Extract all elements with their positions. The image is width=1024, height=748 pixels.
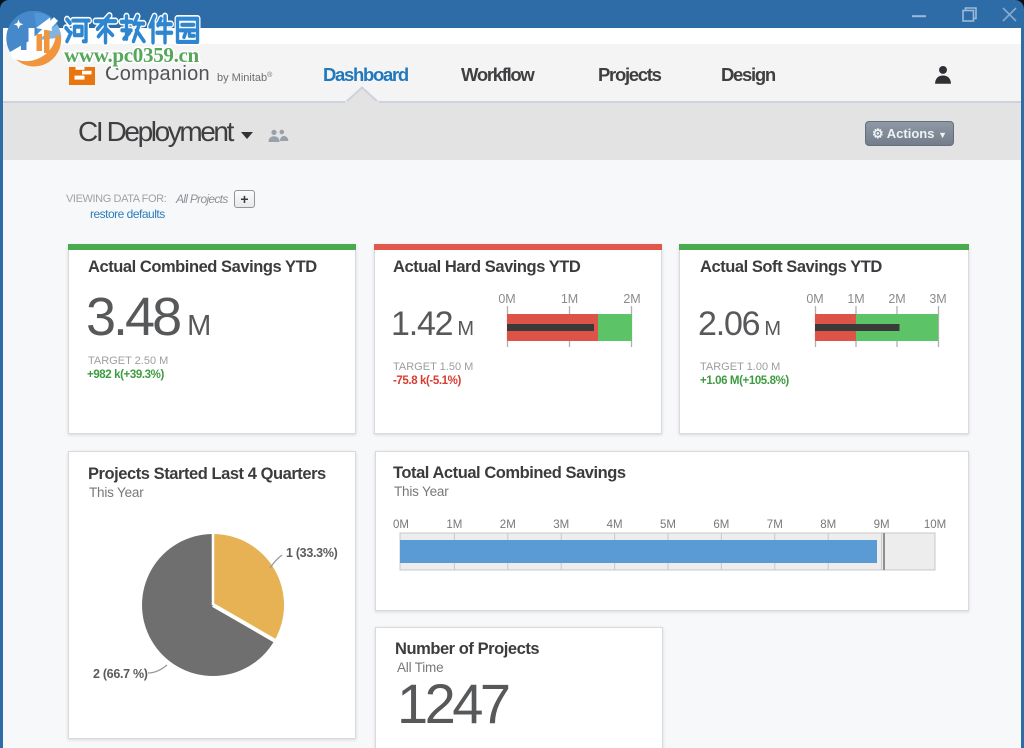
svg-text:3M: 3M bbox=[553, 519, 569, 531]
svg-text:0M: 0M bbox=[806, 292, 823, 306]
svg-text:8M: 8M bbox=[820, 519, 836, 531]
svg-text:6M: 6M bbox=[713, 519, 729, 531]
svg-text:2M: 2M bbox=[500, 519, 516, 531]
svg-text:www.pc0359.cn: www.pc0359.cn bbox=[64, 43, 200, 67]
svg-text:0M: 0M bbox=[498, 292, 515, 306]
svg-text:1M: 1M bbox=[847, 292, 864, 306]
svg-text:1 (33.3%): 1 (33.3%) bbox=[286, 546, 338, 560]
svg-text:1M: 1M bbox=[446, 519, 462, 531]
svg-text:0M: 0M bbox=[393, 519, 409, 531]
svg-text:2 (66.7 %): 2 (66.7 %) bbox=[93, 667, 148, 681]
svg-text:7M: 7M bbox=[767, 519, 783, 531]
svg-text:3M: 3M bbox=[929, 292, 946, 306]
svg-text:5M: 5M bbox=[660, 519, 676, 531]
svg-text:2M: 2M bbox=[888, 292, 905, 306]
svg-text:9M: 9M bbox=[874, 519, 890, 531]
svg-text:10M: 10M bbox=[924, 519, 946, 531]
svg-text:1M: 1M bbox=[561, 292, 578, 306]
svg-text:2M: 2M bbox=[623, 292, 640, 306]
svg-text:4M: 4M bbox=[607, 519, 623, 531]
